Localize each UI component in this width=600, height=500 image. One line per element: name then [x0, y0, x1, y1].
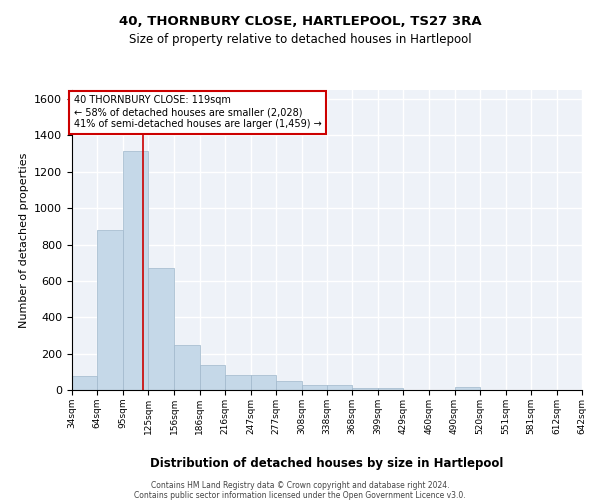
Y-axis label: Number of detached properties: Number of detached properties [19, 152, 29, 328]
Bar [352, 388, 378, 390]
Bar [175, 346, 199, 390]
Text: 40, THORNBURY CLOSE, HARTLEPOOL, TS27 3RA: 40, THORNBURY CLOSE, HARTLEPOOL, TS27 3R… [119, 15, 481, 28]
Bar [251, 376, 276, 390]
Bar [378, 388, 403, 390]
Text: Contains HM Land Registry data © Crown copyright and database right 2024.: Contains HM Land Registry data © Crown c… [151, 481, 449, 490]
Text: Contains public sector information licensed under the Open Government Licence v3: Contains public sector information licen… [134, 491, 466, 500]
Bar [97, 230, 123, 390]
Bar [199, 364, 224, 390]
Bar [148, 268, 175, 390]
Bar [276, 382, 302, 390]
Text: Size of property relative to detached houses in Hartlepool: Size of property relative to detached ho… [128, 32, 472, 46]
Text: Distribution of detached houses by size in Hartlepool: Distribution of detached houses by size … [151, 458, 503, 470]
Bar [123, 151, 148, 390]
Bar [455, 386, 479, 390]
Bar [327, 386, 352, 390]
Bar [72, 376, 97, 390]
Text: 40 THORNBURY CLOSE: 119sqm
← 58% of detached houses are smaller (2,028)
41% of s: 40 THORNBURY CLOSE: 119sqm ← 58% of deta… [74, 96, 322, 128]
Bar [302, 386, 327, 390]
Bar [224, 376, 251, 390]
